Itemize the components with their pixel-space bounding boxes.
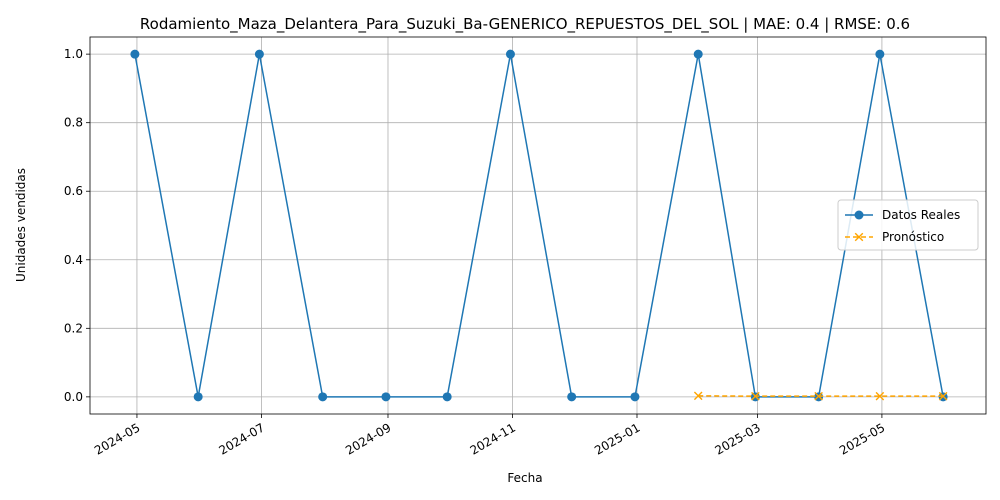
y-tick-label: 0.4 <box>64 253 83 267</box>
y-tick-label: 0.2 <box>64 321 83 335</box>
data-point-datos-reales <box>254 49 264 59</box>
data-point-datos-reales <box>567 392 577 402</box>
data-point-datos-reales <box>318 392 328 402</box>
legend: Datos Reales Pronóstico <box>837 199 979 251</box>
data-point-datos-reales <box>505 49 515 59</box>
legend-label-pronostico: Pronóstico <box>882 230 944 244</box>
data-point-datos-reales <box>381 392 391 402</box>
legend-marker-pronostico <box>854 232 864 242</box>
x-tick-label: 2025-05 <box>837 420 887 457</box>
data-point-datos-reales <box>630 392 640 402</box>
data-point-datos-reales <box>875 49 885 59</box>
chart-title: Rodamiento_Maza_Delantera_Para_Suzuki_Ba… <box>140 15 910 34</box>
legend-label-datos-reales: Datos Reales <box>882 208 960 222</box>
series-layer <box>130 49 948 402</box>
x-tick-label: 2024-09 <box>343 420 393 457</box>
x-tick-label: 2024-11 <box>468 420 518 457</box>
x-tick-label: 2025-03 <box>712 420 762 457</box>
data-point-pronostico <box>693 391 703 401</box>
plot-frame <box>89 36 987 415</box>
data-point-datos-reales <box>442 392 452 402</box>
x-tick-label: 2024-05 <box>92 420 142 457</box>
y-axis-label: Unidades vendidas <box>14 168 28 282</box>
y-tick-label: 0.6 <box>64 184 83 198</box>
grid <box>90 37 986 414</box>
x-tick-label: 2025-01 <box>592 420 642 457</box>
data-point-pronostico <box>814 391 823 401</box>
legend-x-marker <box>854 232 864 242</box>
y-tick-label: 0.8 <box>64 116 83 130</box>
x-axis-label: Fecha <box>507 471 542 485</box>
data-point-pronostico <box>875 391 885 401</box>
plot-area <box>90 37 986 414</box>
x-tick-label: 2024-07 <box>217 420 267 457</box>
data-point-pronostico <box>938 391 948 401</box>
series-line-datos-reales <box>134 54 944 398</box>
data-point-datos-reales <box>693 49 703 59</box>
legend-marker-datos-reales <box>854 210 864 220</box>
y-tick-label: 1.0 <box>64 47 83 61</box>
data-point-datos-reales <box>130 49 140 59</box>
y-tick-label: 0.0 <box>64 390 83 404</box>
data-point-pronostico <box>751 391 760 401</box>
data-point-datos-reales <box>193 392 203 402</box>
